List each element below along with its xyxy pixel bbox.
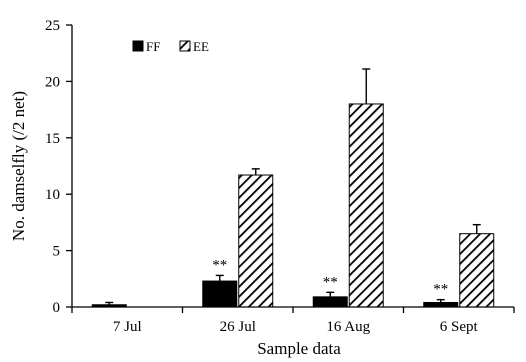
x-tick-label: 7 Jul [113, 319, 142, 335]
significance-marker: ** [323, 274, 338, 290]
bar-ee [238, 174, 274, 308]
y-axis-ticks: 0 5 10 15 20 25 [45, 18, 72, 316]
legend-swatch-ff [132, 40, 144, 52]
bar-ee [348, 103, 384, 308]
legend-label-ff: FF [146, 39, 160, 54]
x-axis-ticks: 7 Jul 26 Jul 16 Aug 6 Sept [71, 307, 515, 335]
y-tick-label: 25 [45, 18, 60, 34]
legend-label-ee: EE [193, 39, 209, 54]
bar-ff [423, 301, 459, 308]
bars-layer [91, 103, 495, 308]
legend-swatch-ee [179, 40, 191, 52]
y-tick-label: 0 [53, 300, 61, 316]
bar-ff [312, 296, 348, 308]
y-tick-label: 15 [45, 131, 60, 147]
y-axis-title: No. damselfly (/2 net) [9, 91, 28, 241]
significance-marker: ** [212, 257, 227, 273]
significance-marker: ** [433, 282, 448, 298]
bar-ff [202, 280, 238, 308]
bar-ee [459, 233, 495, 308]
x-axis-title: Sample data [257, 339, 341, 358]
x-tick-label: 16 Aug [326, 319, 370, 335]
legend: FF EE [132, 39, 209, 54]
y-tick-label: 10 [45, 187, 60, 203]
x-tick-label: 26 Jul [220, 319, 256, 335]
error-bars-layer [105, 68, 481, 305]
x-tick-label: 6 Sept [440, 319, 479, 335]
significance-markers-layer: ** ** ** [212, 257, 448, 297]
y-tick-label: 5 [53, 244, 61, 260]
y-tick-label: 20 [45, 74, 60, 90]
